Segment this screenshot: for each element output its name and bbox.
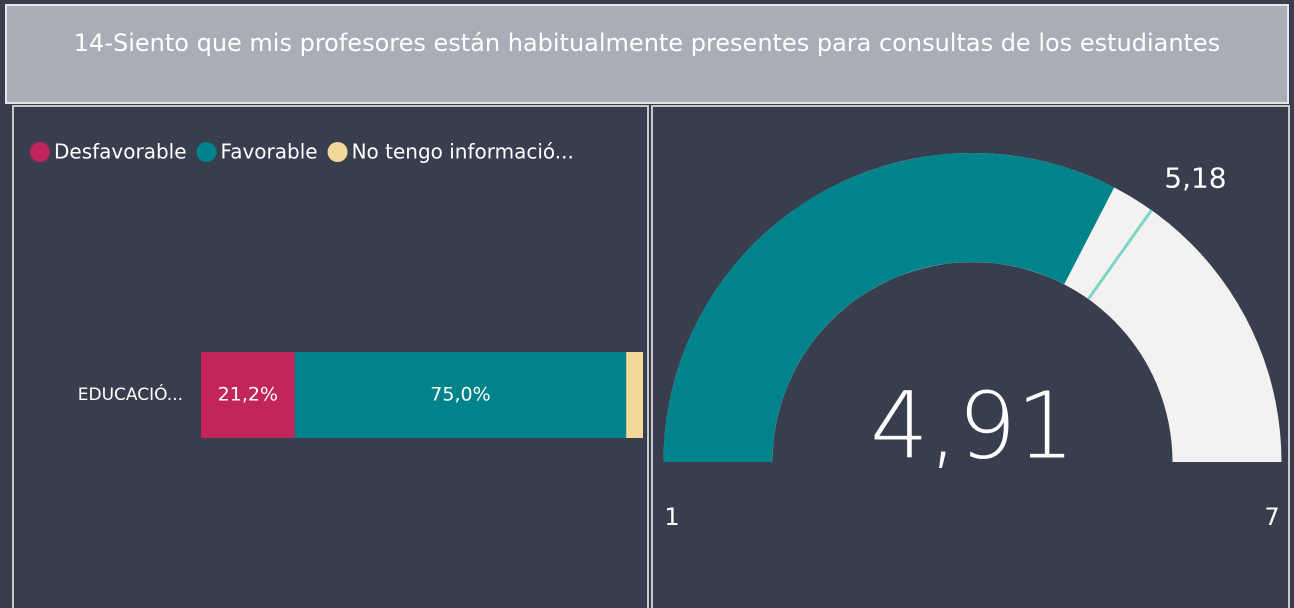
gauge-target xyxy=(1087,209,1153,300)
legend-marker xyxy=(327,142,348,162)
gauge-value-arc xyxy=(663,153,1115,462)
category-label: EDUCACIÓ... xyxy=(78,383,183,405)
legend-marker xyxy=(30,142,50,162)
bar-segment xyxy=(201,352,295,438)
bar-segment xyxy=(294,352,627,438)
left-panel xyxy=(12,105,649,608)
bar-segment xyxy=(626,352,643,438)
bar-chart: Desfavorable Favorable No tengo informació… xyxy=(30,140,643,438)
header-title: 14-Siento que mis profesores están habit… xyxy=(74,29,1220,57)
gauge-chart: 5,18 4,91 1 7 xyxy=(663,153,1282,531)
target-label: 5,18 xyxy=(1164,161,1226,194)
right-panel xyxy=(651,105,1290,608)
legend-label: No tengo informació... xyxy=(352,140,574,164)
legend-marker xyxy=(196,142,217,162)
legend-label: Desfavorable xyxy=(54,140,187,164)
legend-label: Favorable xyxy=(221,140,318,164)
data-label: 21,2% xyxy=(218,384,278,406)
gauge-min-label: 1 xyxy=(664,503,679,531)
gauge-value-label: 4,91 xyxy=(870,373,1075,480)
gauge-max-label: 7 xyxy=(1264,503,1279,531)
header-box xyxy=(5,4,1289,104)
data-label: 75,0% xyxy=(430,384,490,406)
